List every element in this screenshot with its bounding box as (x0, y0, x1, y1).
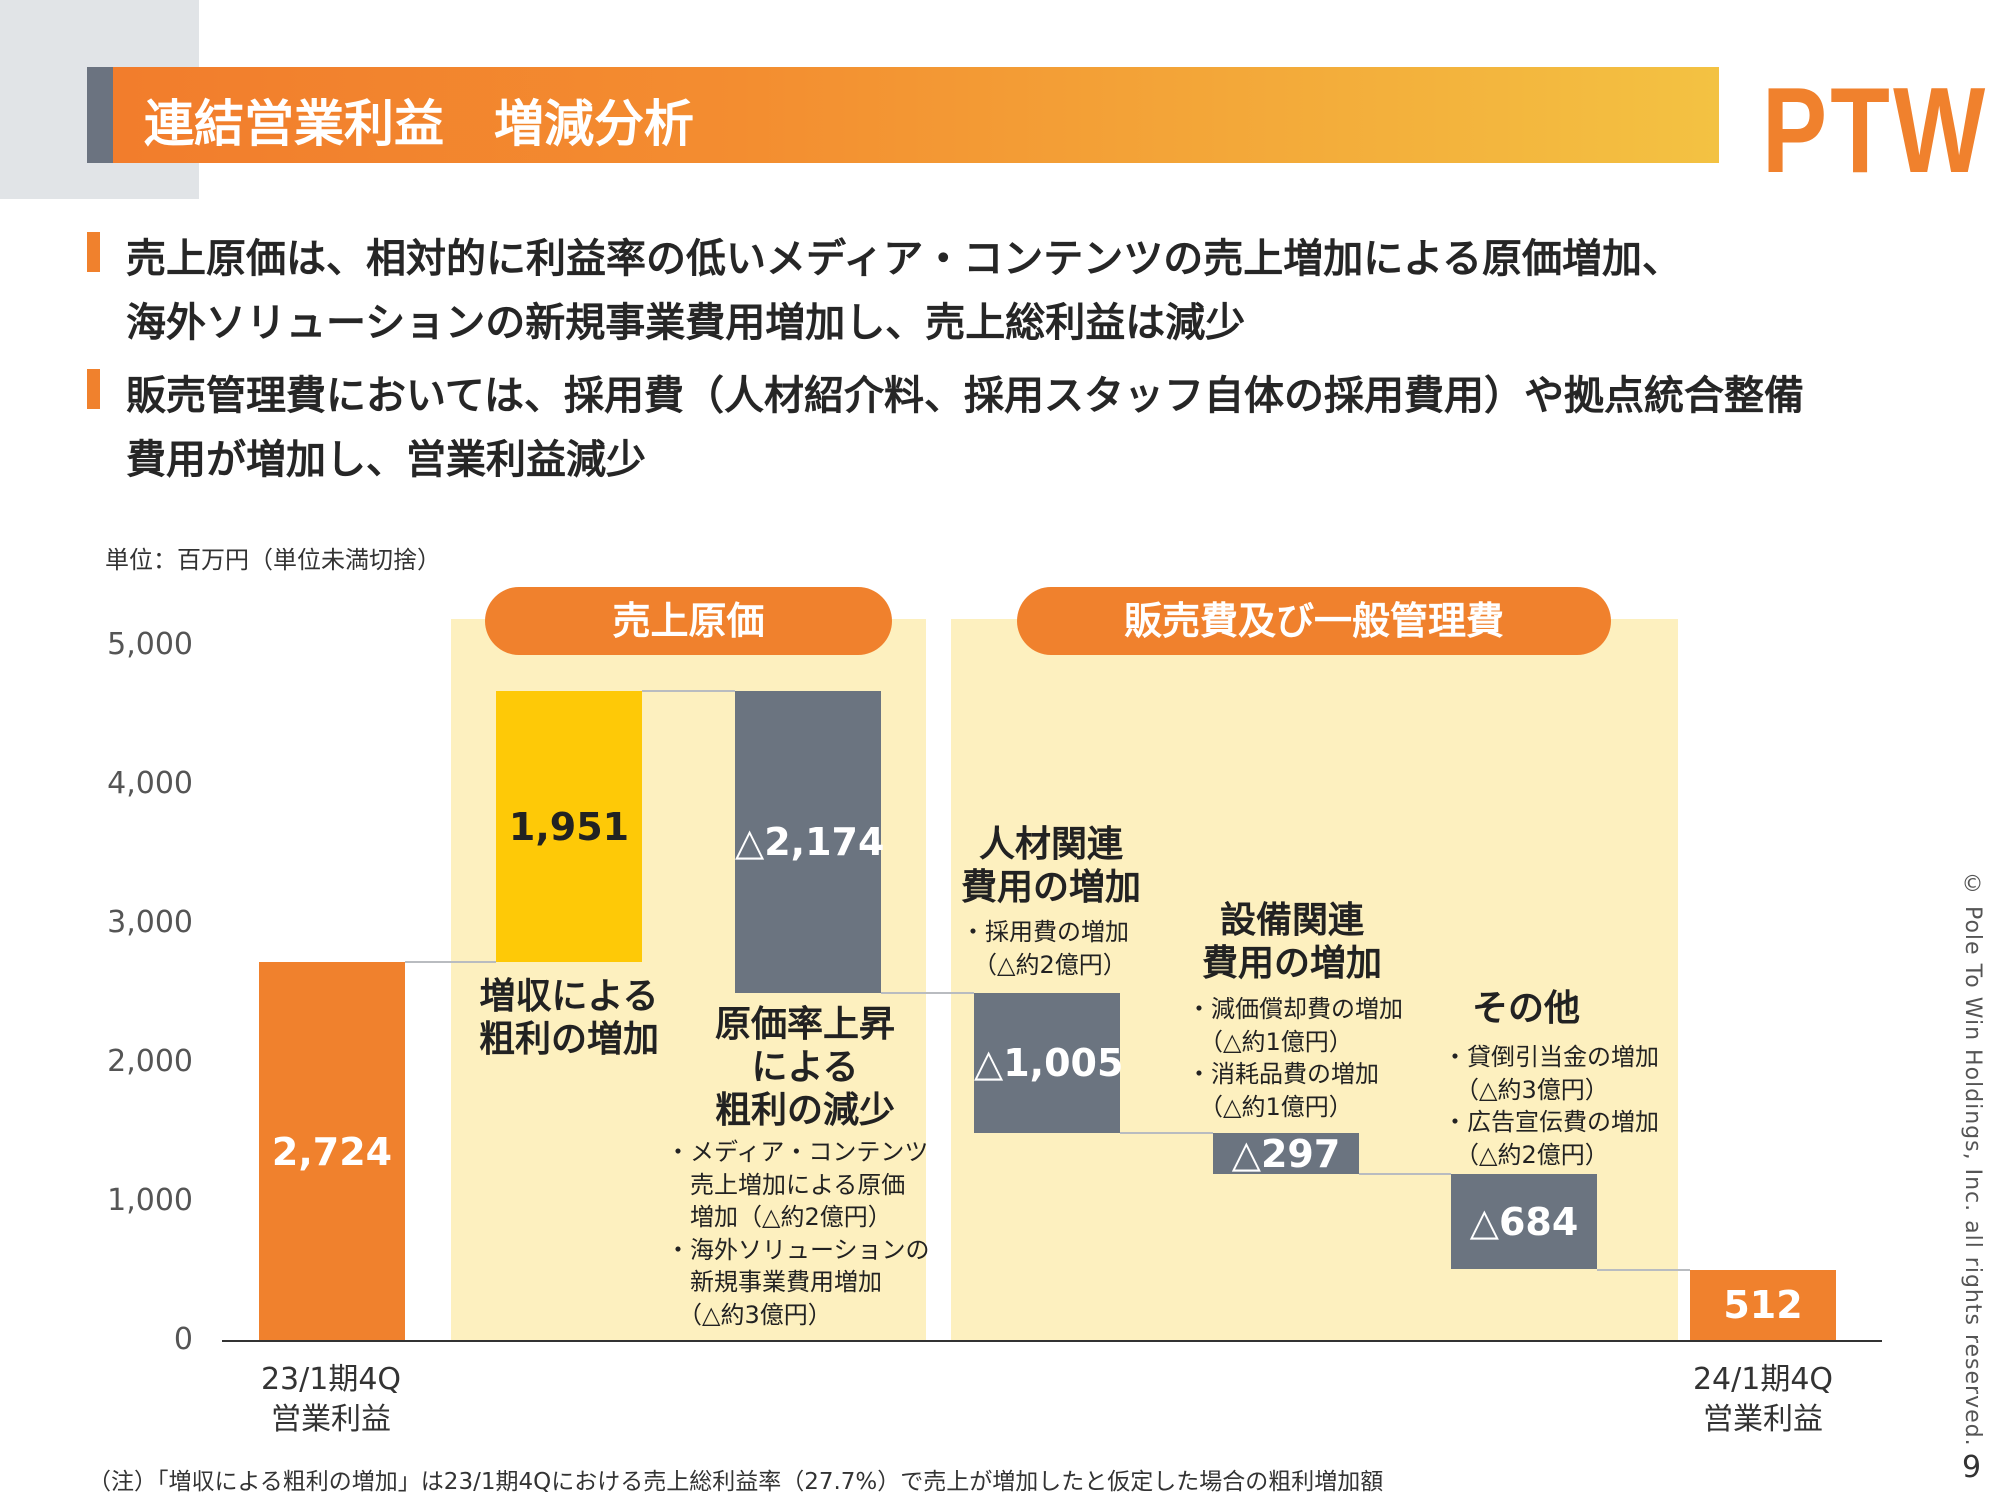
annotation-revenue-title: 増収による 粗利の増加 (469, 975, 669, 1061)
bar-2: △2,174 (735, 691, 885, 994)
annotation-bullet: 新規事業費用増加 (666, 1268, 882, 1296)
annotation-line: 粗利の減少 (714, 1090, 895, 1131)
title-bar (87, 67, 1719, 163)
bar-value-label: 2,724 (271, 1129, 393, 1174)
x-label-line: 23/1期4Q (260, 1362, 402, 1397)
bar-4: △297 (1213, 1131, 1359, 1176)
annotation-bullet: （△約2億円） (961, 950, 1127, 979)
copyright: © Pole To Win Holdings, Inc. all rights … (1960, 872, 1985, 1447)
annotation-bullet: （△約1億円） (1187, 1027, 1353, 1056)
bullet-marker (87, 232, 100, 272)
annotation-bullet: ・貸倒引当金の増加 (1443, 1043, 1659, 1071)
y-tick-label: 3,000 (107, 905, 193, 940)
annotation-line: 増収による (479, 976, 659, 1017)
annotation-cost-ratio-bullets: ・メディア・コンテンツ 売上増加による原価 増加（△約2億円） ・海外ソリューシ… (666, 1136, 930, 1331)
connector-line (881, 992, 974, 995)
page-title: 連結営業利益 増減分析 (144, 95, 694, 153)
bar-1: 1,951 (496, 691, 642, 963)
annotation-bullet: ・メディア・コンテンツ (666, 1138, 929, 1166)
annotation-line: 費用の増加 (1201, 943, 1382, 984)
unit-label: 単位：百万円（単位未満切捨） (105, 546, 441, 574)
bar-value-label: △297 (1231, 1131, 1341, 1176)
connector-line (405, 961, 496, 964)
annotation-bullet: （△約3億円） (666, 1300, 832, 1329)
cogs-group-label: 売上原価 (485, 587, 892, 655)
annotation-other-bullets: ・貸倒引当金の増加 （△約3億円） ・広告宣伝費の増加 （△約2億円） (1443, 1041, 1659, 1171)
annotation-bullet: 売上増加による原価 (666, 1170, 906, 1199)
annotation-bullet: （△約3億円） (1443, 1075, 1609, 1104)
annotation-line: による (751, 1047, 859, 1088)
annotation-line: その他 (1471, 988, 1580, 1029)
connector-line (1120, 1132, 1213, 1135)
annotation-bullet: ・海外ソリューションの (666, 1235, 930, 1264)
bar-value-label: △1,005 (974, 1041, 1124, 1086)
annotation-line: 原価率上昇 (714, 1004, 895, 1045)
bar-3: △1,005 (974, 993, 1124, 1134)
bar-0: 2,724 (259, 962, 405, 1341)
bullet-2-line-2: 費用が増加し、営業利益減少 (126, 437, 646, 483)
bullet-1-line-1: 売上原価は、相対的に利益率の低いメディア・コンテンツの売上増加による原価増加、 (126, 236, 1682, 282)
annotation-facility-title: 設備関連 費用の増加 (1192, 899, 1392, 985)
y-tick-label: 0 (173, 1322, 193, 1357)
connector-line (642, 690, 735, 693)
bullet-2-line-1: 販売管理費においては、採用費（人材紹介料、採用スタッフ自体の採用費用）や拠点統合… (126, 373, 1804, 419)
x-label-line: 営業利益 (271, 1402, 391, 1437)
x-label-end: 24/1期4Q 営業利益 (1643, 1360, 1883, 1440)
bullet-1-line-2: 海外ソリューションの新規事業費用増加し、売上総利益は減少 (126, 300, 1246, 346)
page-number: 9 (1962, 1450, 1982, 1485)
annotation-bullet: （△約1億円） (1187, 1092, 1353, 1121)
title-accent-strip (87, 67, 113, 163)
annotation-bullet: （△約2億円） (1443, 1140, 1609, 1169)
annotation-line: 設備関連 (1219, 900, 1364, 941)
x-label-line: 営業利益 (1703, 1402, 1823, 1437)
bar-value-label: 512 (1723, 1283, 1803, 1328)
x-axis-line (222, 1340, 1882, 1342)
annotation-line: 粗利の増加 (478, 1019, 659, 1060)
annotation-bullet: 増加（△約2億円） (666, 1203, 892, 1231)
x-label-line: 24/1期4Q (1692, 1362, 1834, 1397)
annotation-personnel-title: 人材関連 費用の増加 (951, 823, 1151, 909)
annotation-line: 費用の増加 (960, 867, 1141, 908)
sga-group-label: 販売費及び一般管理費 (1017, 587, 1611, 655)
bar-5: △684 (1451, 1174, 1597, 1270)
annotation-bullet: ・採用費の増加 (961, 918, 1129, 946)
annotation-other-title: その他 (1426, 987, 1626, 1030)
annotation-bullet: ・消耗品費の増加 (1187, 1060, 1379, 1088)
x-label-start: 23/1期4Q 営業利益 (211, 1360, 451, 1440)
annotation-bullet: ・広告宣伝費の増加 (1443, 1108, 1659, 1136)
connector-line (1597, 1268, 1690, 1271)
connector-line (1359, 1173, 1451, 1176)
y-tick-label: 2,000 (107, 1044, 193, 1079)
ptw-logo: PTW (1762, 62, 1989, 198)
y-tick-label: 1,000 (107, 1183, 193, 1218)
footnote: （注）「増収による粗利の増加」は23/1期4Qにおける売上総利益率（27.7%）… (88, 1469, 1384, 1495)
bar-value-label: △684 (1469, 1199, 1579, 1244)
y-tick-label: 5,000 (107, 627, 193, 662)
bar-value-label: △2,174 (735, 820, 885, 865)
bar-value-label: 1,951 (508, 804, 630, 849)
annotation-cost-ratio-title: 原価率上昇 による 粗利の減少 (705, 1003, 905, 1132)
y-tick-label: 4,000 (107, 766, 193, 801)
annotation-personnel-bullets: ・採用費の増加 （△約2億円） (961, 916, 1129, 981)
annotation-facility-bullets: ・減価償却費の増加 （△約1億円） ・消耗品費の増加 （△約1億円） (1187, 993, 1403, 1123)
bar-6: 512 (1690, 1269, 1836, 1341)
annotation-bullet: ・減価償却費の増加 (1187, 995, 1403, 1023)
bullet-marker (87, 369, 100, 409)
annotation-line: 人材関連 (978, 824, 1123, 865)
